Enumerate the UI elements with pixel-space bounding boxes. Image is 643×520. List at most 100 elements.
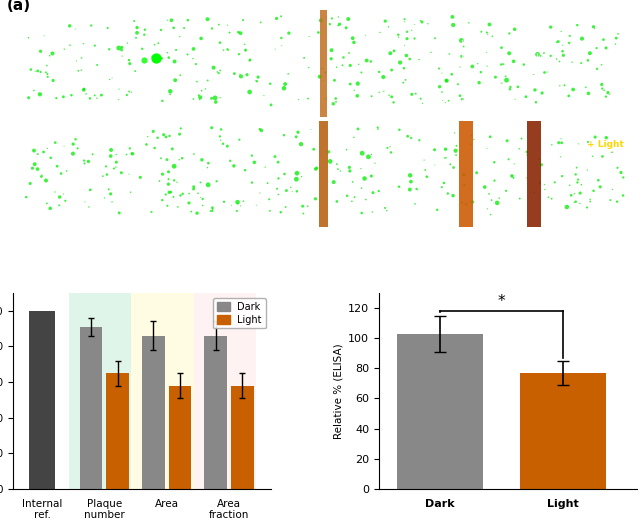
Bar: [527, 121, 541, 227]
Point: [476, 68, 486, 76]
Point: [345, 167, 355, 175]
Point: [42, 144, 53, 152]
Point: [215, 94, 225, 102]
Point: [35, 47, 46, 56]
Point: [467, 62, 478, 71]
Point: [177, 154, 187, 162]
Point: [588, 187, 599, 195]
Point: [349, 86, 359, 95]
Point: [489, 158, 500, 166]
Point: [597, 61, 607, 69]
Point: [441, 77, 451, 85]
Point: [285, 183, 296, 191]
Point: [68, 140, 78, 148]
Point: [451, 151, 461, 159]
Point: [325, 157, 335, 165]
Point: [208, 63, 219, 72]
Text: Apta@CDs: Apta@CDs: [572, 17, 624, 26]
Point: [163, 167, 174, 176]
Point: [156, 154, 166, 162]
Point: [480, 183, 490, 191]
Point: [240, 166, 250, 174]
Point: [154, 177, 165, 185]
Point: [116, 168, 127, 177]
Point: [473, 59, 483, 68]
Point: [442, 189, 453, 198]
Point: [157, 196, 167, 204]
Point: [496, 44, 507, 52]
Point: [232, 198, 242, 206]
Point: [251, 201, 262, 210]
Point: [562, 203, 572, 211]
Point: [225, 157, 235, 165]
Point: [394, 183, 404, 191]
Point: [582, 203, 592, 212]
Point: [173, 203, 183, 211]
Point: [276, 42, 287, 50]
Point: [399, 18, 410, 26]
Point: [464, 19, 474, 27]
Point: [35, 90, 45, 98]
Point: [203, 76, 213, 85]
Point: [231, 207, 242, 215]
Point: [114, 44, 124, 52]
Point: [588, 152, 598, 161]
Point: [359, 174, 369, 182]
Point: [165, 87, 176, 95]
Point: [194, 91, 204, 99]
Point: [92, 94, 102, 102]
Point: [565, 32, 575, 40]
Point: [572, 163, 582, 172]
Point: [505, 83, 516, 91]
Point: [572, 178, 583, 187]
Point: [98, 172, 108, 180]
Point: [405, 171, 415, 179]
Point: [42, 70, 53, 78]
Point: [599, 86, 610, 95]
Point: [240, 40, 250, 48]
Point: [193, 189, 203, 198]
Point: [329, 178, 339, 186]
Point: [437, 96, 448, 105]
Point: [584, 49, 595, 57]
Point: [448, 21, 458, 29]
Point: [583, 89, 593, 98]
Point: [402, 28, 412, 36]
Point: [104, 185, 114, 193]
Point: [539, 186, 550, 194]
Point: [363, 153, 374, 161]
Point: [188, 45, 199, 53]
Point: [242, 71, 252, 79]
Point: [201, 85, 211, 93]
Point: [368, 189, 378, 197]
Point: [573, 175, 583, 184]
Point: [315, 72, 325, 81]
Point: [184, 189, 194, 198]
Point: [78, 86, 89, 94]
Bar: [320, 10, 327, 116]
Point: [137, 45, 147, 53]
Point: [489, 176, 500, 185]
Point: [399, 15, 410, 23]
Point: [161, 133, 171, 141]
Point: [39, 148, 49, 156]
Point: [148, 127, 158, 136]
Point: [613, 30, 623, 38]
Point: [367, 92, 377, 100]
Point: [349, 193, 359, 201]
Point: [218, 139, 228, 148]
Point: [152, 134, 163, 142]
Point: [512, 83, 523, 91]
Point: [183, 16, 193, 24]
Point: [79, 157, 89, 165]
Point: [33, 150, 43, 158]
Point: [162, 155, 172, 164]
Point: [398, 79, 408, 87]
Point: [109, 164, 119, 173]
Point: [280, 203, 291, 211]
Point: [276, 34, 287, 42]
Point: [196, 34, 206, 43]
Point: [356, 164, 366, 173]
Point: [401, 76, 411, 84]
Point: [550, 178, 560, 187]
